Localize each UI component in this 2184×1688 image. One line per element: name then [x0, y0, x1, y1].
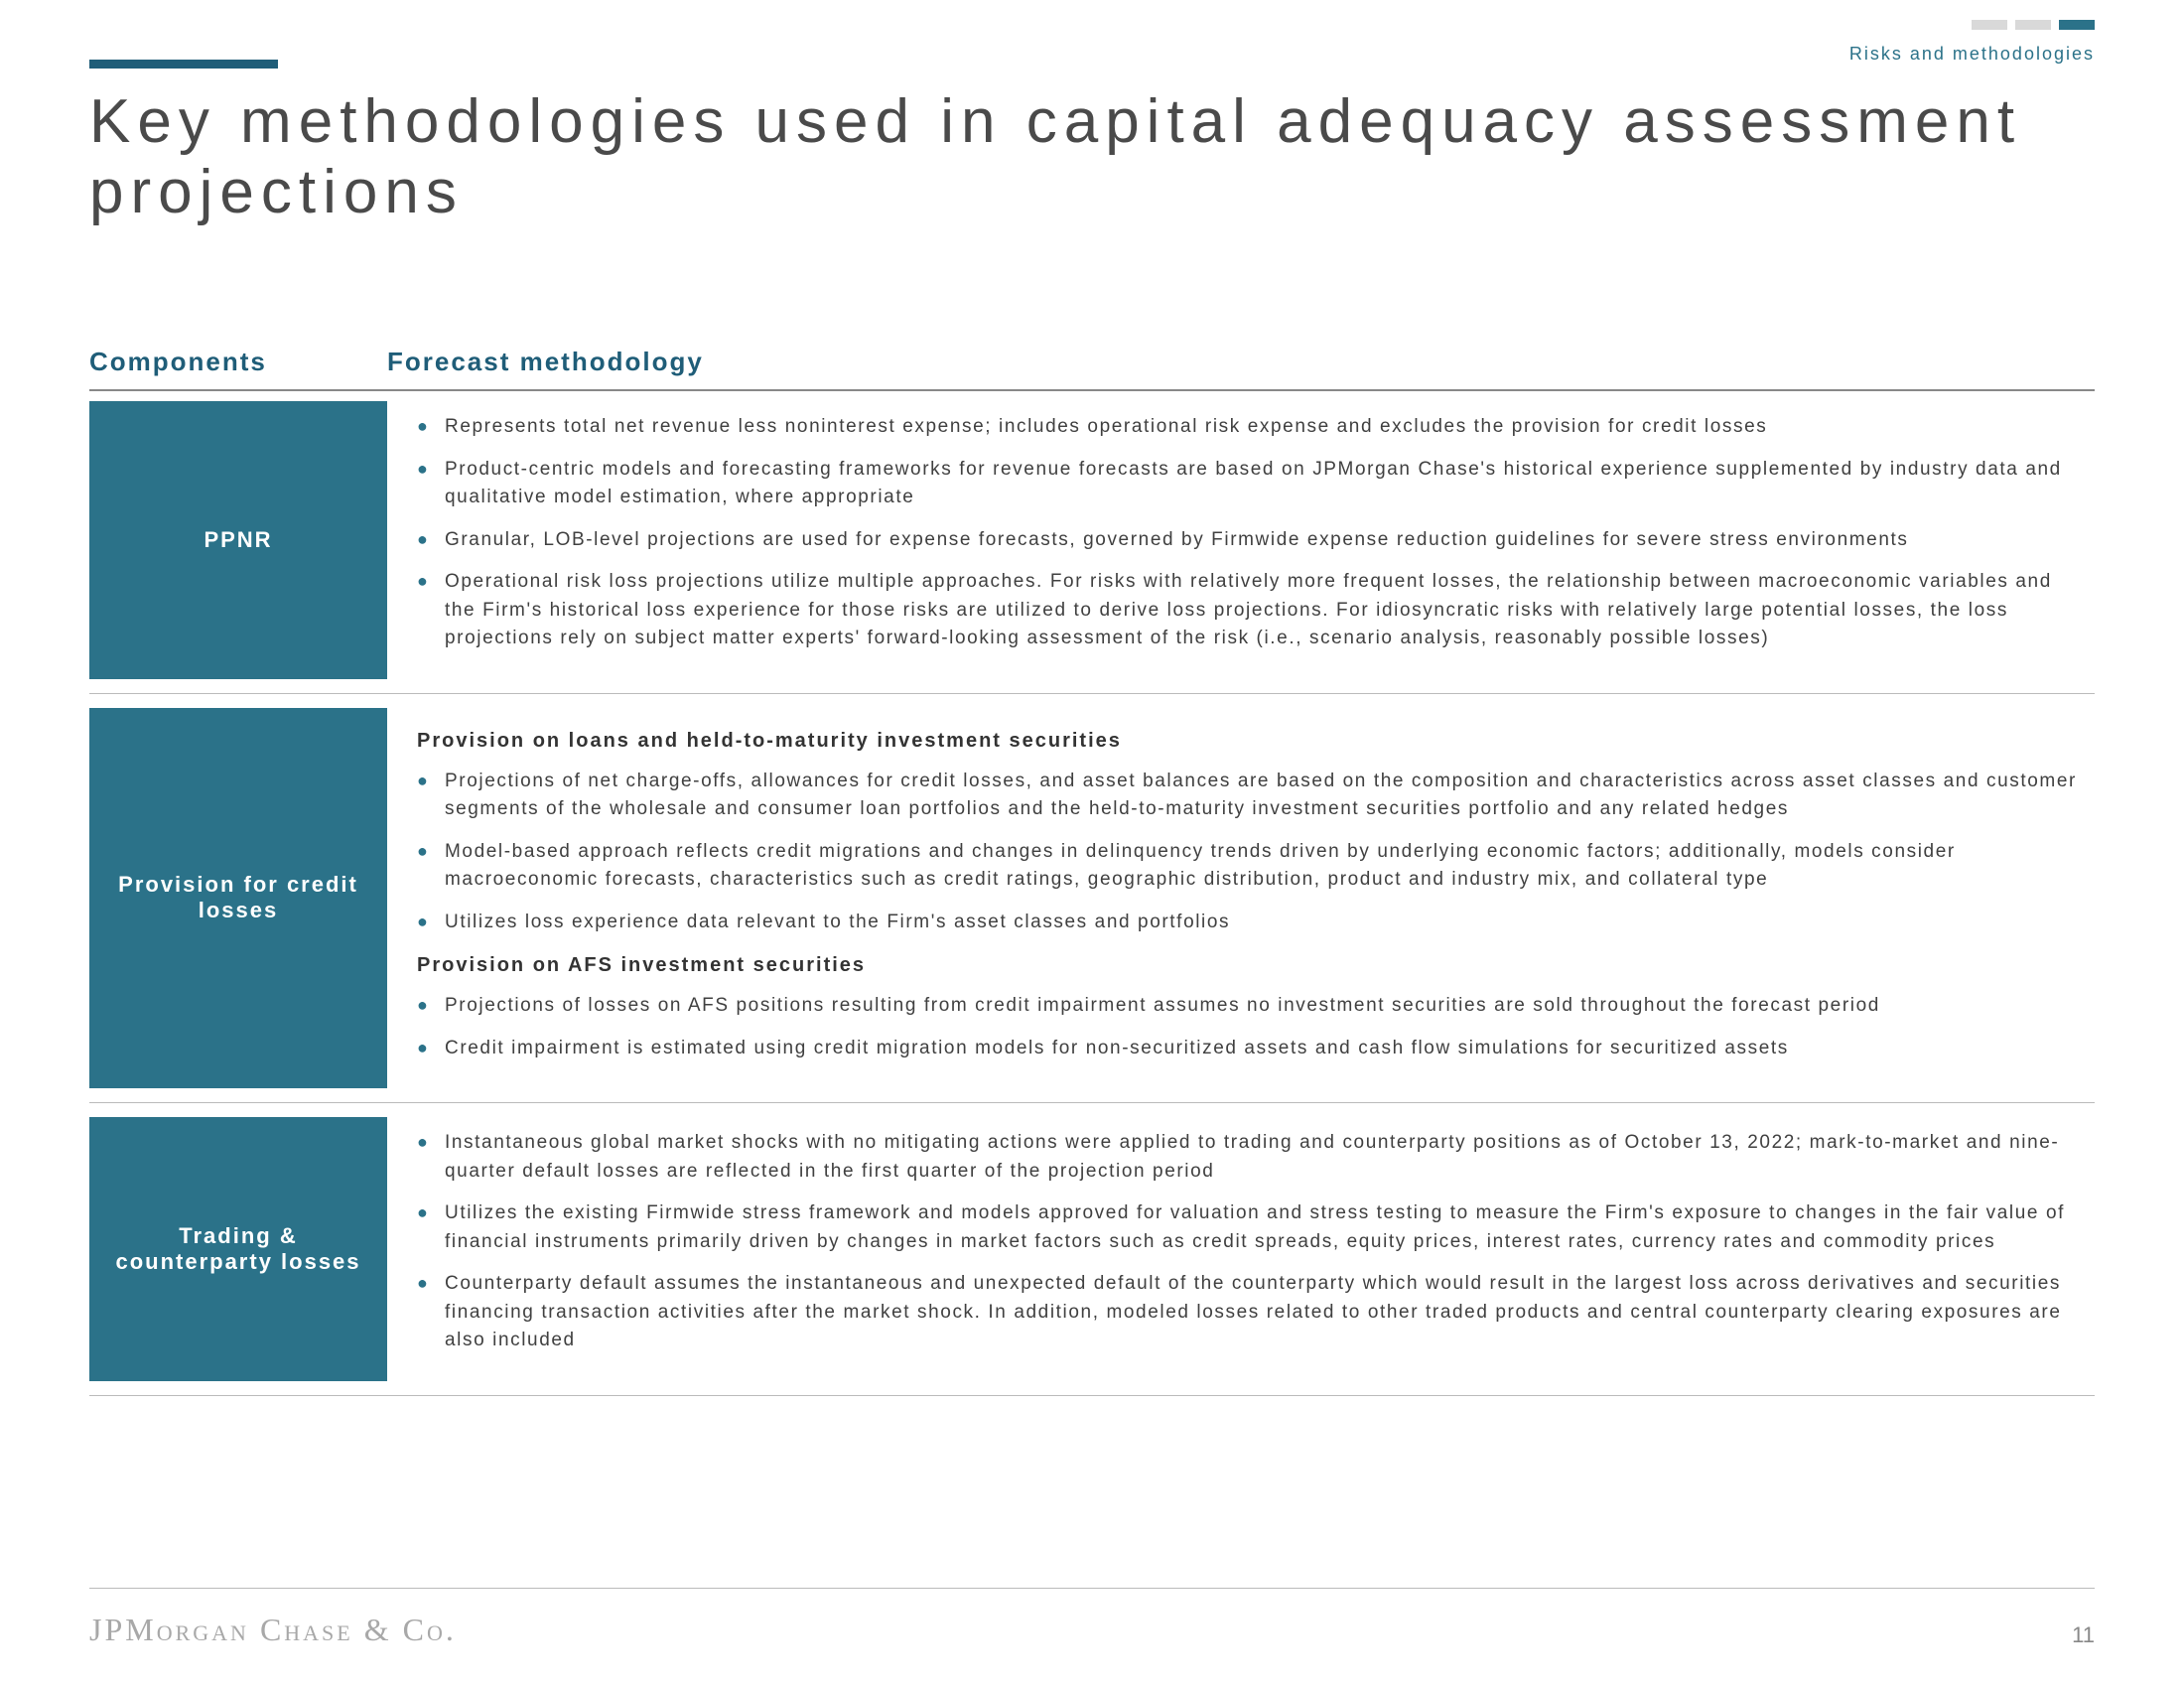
sections-container: PPNR Represents total net revenue less no… — [89, 401, 2095, 1396]
header-components: Components — [89, 347, 387, 377]
breadcrumb: Risks and methodologies — [1849, 44, 2095, 65]
company-logo: JPMorgan Chase & Co. — [89, 1612, 457, 1648]
bullet-item: Counterparty default assumes the instant… — [417, 1270, 2085, 1355]
methodology-content: Instantaneous global market shocks with … — [387, 1117, 2095, 1381]
bullet-item: Represents total net revenue less nonint… — [417, 413, 2085, 442]
section-row: Trading & counterparty losses Instantaneo… — [89, 1117, 2095, 1381]
bullet-item: Instantaneous global market shocks with … — [417, 1129, 2085, 1186]
bullet-item: Projections of losses on AFS positions r… — [417, 992, 2085, 1021]
section-row: PPNR Represents total net revenue less no… — [89, 401, 2095, 679]
bullet-list: Projections of losses on AFS positions r… — [417, 992, 2085, 1062]
content-subhead: Provision on loans and held-to-maturity … — [417, 726, 2085, 756]
divider — [89, 1102, 2095, 1103]
content-subhead: Provision on AFS investment securities — [417, 950, 2085, 980]
divider — [89, 693, 2095, 694]
bullet-item: Credit impairment is estimated using cre… — [417, 1035, 2085, 1063]
section-row: Provision for credit losses Provision on … — [89, 708, 2095, 1089]
divider — [89, 1395, 2095, 1396]
bullet-list: Projections of net charge-offs, allowanc… — [417, 768, 2085, 937]
indicator-dot — [1972, 20, 2007, 30]
accent-bar — [89, 60, 278, 69]
header-methodology: Forecast methodology — [387, 347, 2095, 377]
methodology-content: Represents total net revenue less nonint… — [387, 401, 2095, 679]
divider — [89, 389, 2095, 391]
bullet-item: Utilizes loss experience data relevant t… — [417, 909, 2085, 937]
page-number: 11 — [2072, 1622, 2095, 1648]
indicator-dot — [2059, 20, 2095, 30]
bullet-item: Utilizes the existing Firmwide stress fr… — [417, 1199, 2085, 1256]
component-label: Trading & counterparty losses — [89, 1117, 387, 1381]
bullet-item: Projections of net charge-offs, allowanc… — [417, 768, 2085, 824]
bullet-item: Model-based approach reflects credit mig… — [417, 838, 2085, 895]
table-headers: Components Forecast methodology — [89, 347, 2095, 389]
bullet-list: Represents total net revenue less nonint… — [417, 413, 2085, 653]
bullet-list: Instantaneous global market shocks with … — [417, 1129, 2085, 1355]
slide: Risks and methodologies Key methodologie… — [0, 0, 2184, 1688]
footer: JPMorgan Chase & Co. 11 — [89, 1612, 2095, 1648]
bullet-item: Product-centric models and forecasting f… — [417, 456, 2085, 512]
footer-divider — [89, 1588, 2095, 1589]
page-title: Key methodologies used in capital adequa… — [89, 86, 2095, 227]
progress-indicators — [1972, 20, 2095, 30]
component-label: PPNR — [89, 401, 387, 679]
indicator-dot — [2015, 20, 2051, 30]
bullet-item: Granular, LOB-level projections are used… — [417, 526, 2085, 555]
component-label: Provision for credit losses — [89, 708, 387, 1089]
methodology-content: Provision on loans and held-to-maturity … — [387, 708, 2095, 1089]
bullet-item: Operational risk loss projections utiliz… — [417, 568, 2085, 653]
